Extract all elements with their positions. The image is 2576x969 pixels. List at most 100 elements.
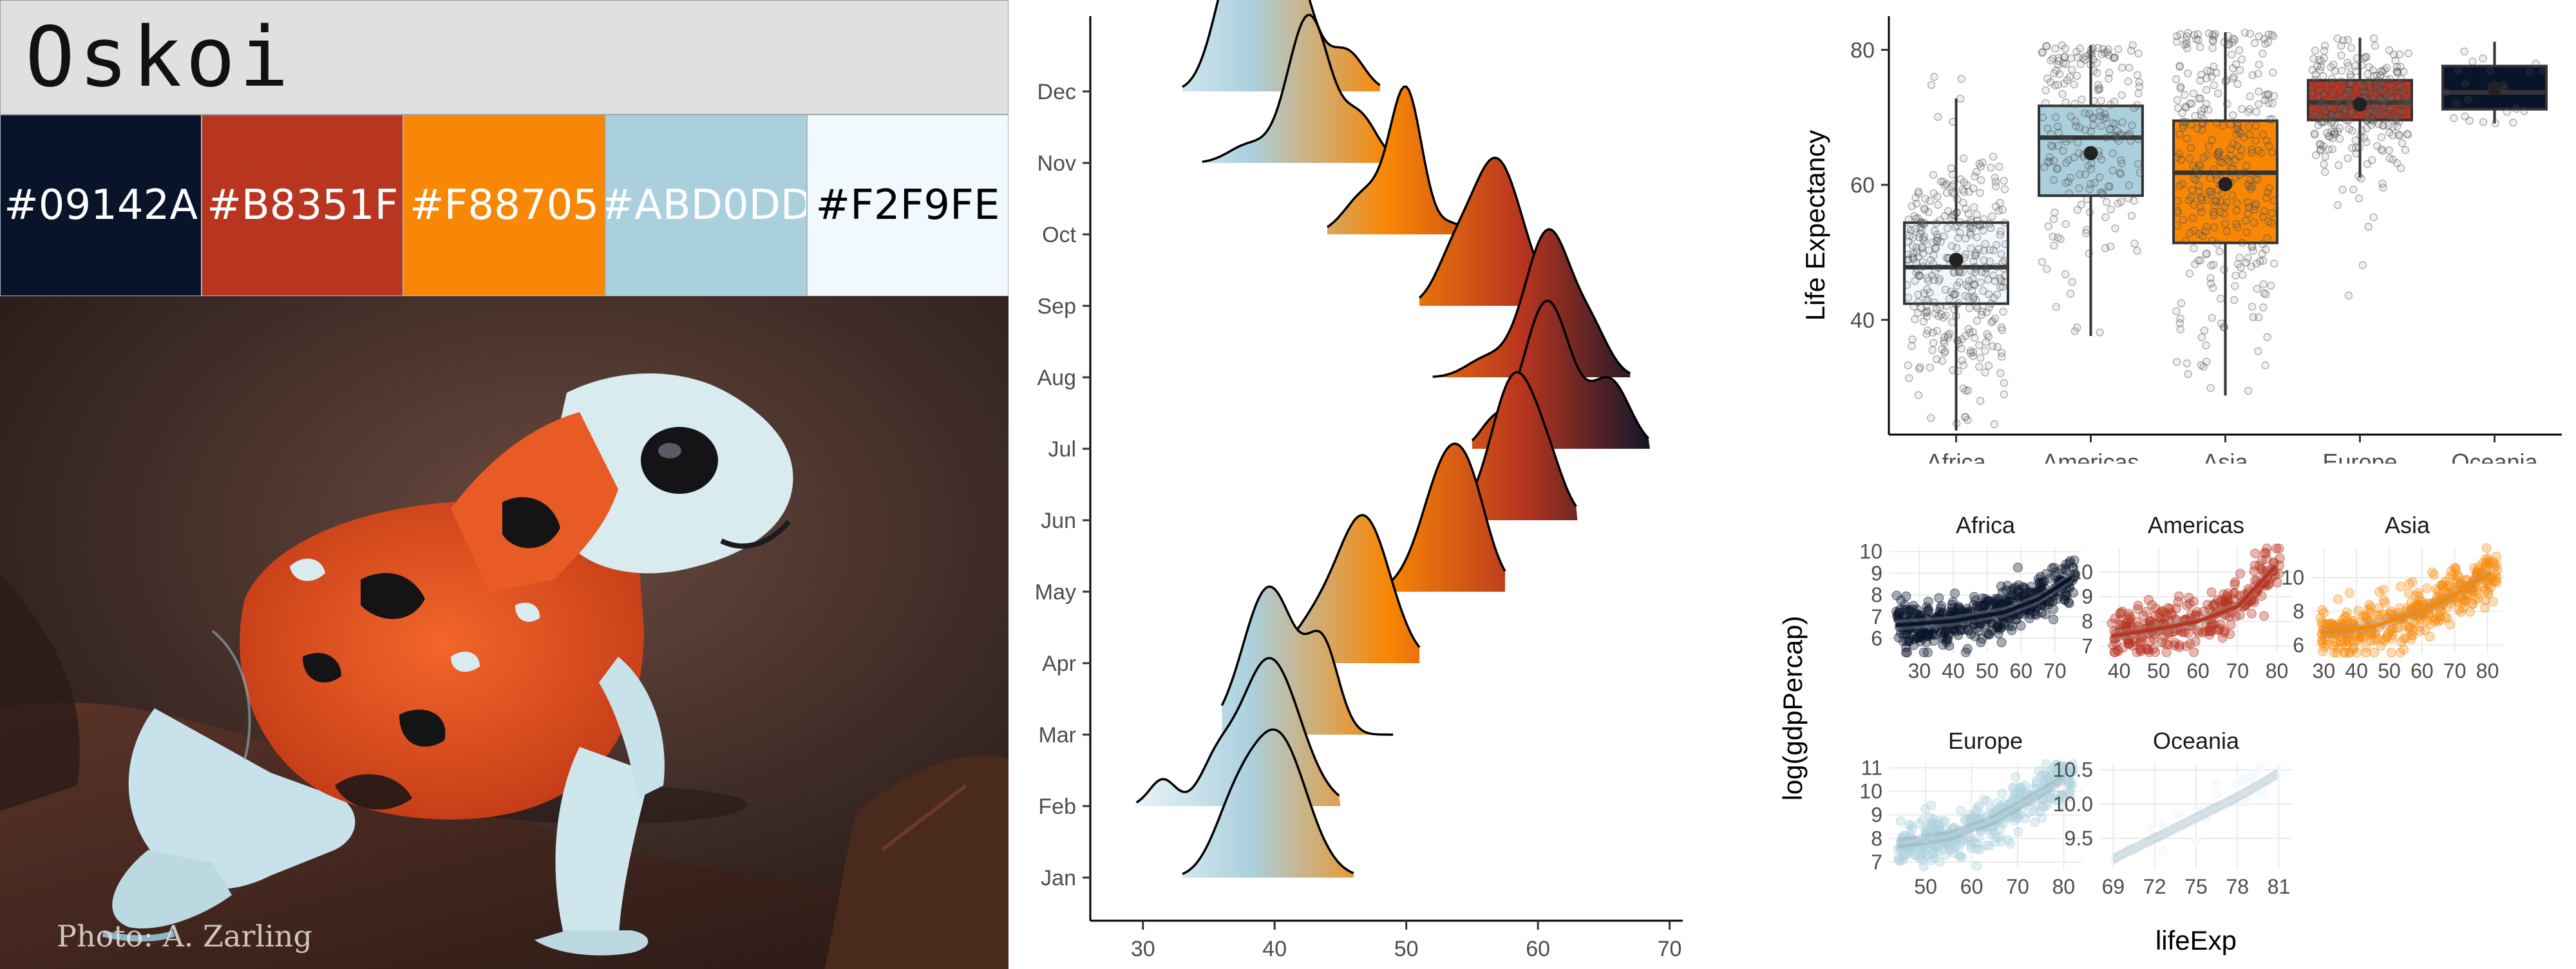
jitter-point — [2255, 61, 2264, 69]
jitter-point — [2360, 82, 2368, 90]
jitter-point — [2213, 240, 2222, 248]
ridge-fill-jun — [1465, 372, 1578, 520]
jitter-point — [1975, 245, 1983, 253]
jitter-point — [2124, 194, 2132, 202]
color-swatches: #09142A #B8351F #F88705 #ABD0DD #F2F9FE — [0, 115, 1009, 296]
scatter-point — [1935, 610, 1945, 620]
scatter-point — [1917, 842, 1926, 852]
scatter-point — [2480, 603, 2490, 613]
box-mean — [2353, 97, 2367, 112]
jitter-point — [2315, 93, 2324, 101]
y-tick-label: 10 — [1859, 780, 1882, 803]
jitter-point — [2079, 54, 2087, 62]
jitter-point — [2380, 97, 2389, 106]
jitter-point — [2320, 41, 2329, 50]
photo-credit: Photo: A. Zarling — [57, 919, 312, 954]
jitter-point — [2377, 145, 2385, 153]
jitter-point — [2230, 72, 2238, 81]
jitter-point — [1998, 283, 2007, 291]
jitter-point — [1978, 268, 1986, 276]
jitter-point — [2525, 67, 2534, 76]
jitter-point — [2184, 370, 2192, 379]
jitter-point — [1940, 348, 1949, 357]
jitter-point — [1918, 219, 1926, 228]
jitter-point — [2058, 41, 2067, 50]
jitter-point — [2130, 240, 2139, 248]
jitter-point — [2081, 170, 2090, 178]
x-tick-label: 60 — [2410, 659, 2434, 682]
jitter-point — [2252, 108, 2260, 116]
jitter-point — [2233, 118, 2242, 127]
jitter-point — [2101, 213, 2110, 221]
jitter-point — [2321, 153, 2330, 161]
jitter-point — [2134, 89, 2143, 98]
scatter-point — [2064, 780, 2074, 791]
jitter-point — [1975, 160, 1984, 168]
scatter-point — [2018, 607, 2029, 617]
scatter-point — [2385, 608, 2395, 619]
jitter-point — [2313, 115, 2322, 123]
jitter-point — [2338, 104, 2346, 112]
jitter-point — [2246, 105, 2254, 113]
jitter-point — [1971, 334, 1979, 343]
jitter-point — [2211, 196, 2220, 205]
scatter-point — [2222, 593, 2232, 603]
jitter-point — [2318, 118, 2326, 127]
jitter-point — [2179, 216, 2188, 224]
jitter-point — [2251, 202, 2259, 210]
scatter-point — [1972, 861, 1982, 871]
jitter-point — [2358, 61, 2366, 70]
jitter-point — [1998, 258, 2007, 267]
jitter-point — [2371, 41, 2380, 50]
jitter-point — [2199, 362, 2208, 371]
jitter-point — [2175, 62, 2184, 70]
jitter-point — [2173, 153, 2181, 162]
scatter-point — [2061, 583, 2072, 594]
jitter-point — [1987, 318, 1996, 326]
jitter-point — [1916, 363, 1924, 372]
ridge-marks — [1135, 0, 1650, 878]
jitter-point — [2335, 124, 2344, 133]
jitter-point — [2087, 48, 2096, 57]
jitter-point — [1972, 251, 1980, 259]
jitter-point — [2174, 104, 2183, 112]
jitter-point — [2240, 133, 2248, 142]
y-tick-label: 40 — [1850, 308, 1875, 333]
jitter-point — [2223, 100, 2231, 108]
jitter-point — [2099, 115, 2108, 123]
jitter-point — [1933, 237, 1941, 245]
jitter-point — [1978, 220, 1987, 229]
jitter-point — [2246, 30, 2255, 38]
facet-x-axis-title: lifeExp — [2155, 925, 2237, 955]
dark-leaf — [0, 573, 80, 811]
frog-spot — [361, 573, 425, 619]
jitter-point — [2065, 73, 2074, 81]
jitter-point — [2389, 131, 2397, 140]
jitter-point — [1920, 232, 1928, 241]
jitter-point — [1959, 361, 1967, 370]
jitter-point — [2060, 53, 2069, 61]
jitter-point — [2206, 174, 2215, 182]
jitter-point — [2237, 129, 2245, 138]
jitter-point — [2264, 38, 2272, 46]
jitter-point — [2125, 63, 2134, 72]
jitter-point — [1954, 299, 1963, 307]
jitter-point — [2096, 173, 2104, 182]
jitter-point — [1907, 226, 1915, 234]
jitter-point — [2173, 221, 2181, 230]
jitter-point — [2319, 104, 2327, 113]
jitter-point — [2194, 35, 2202, 44]
scatter-point — [2190, 636, 2201, 646]
scatter-point — [1891, 607, 1902, 617]
jitter-point — [2210, 223, 2219, 232]
jitter-point — [1931, 244, 1940, 252]
jitter-point — [2395, 131, 2404, 140]
scatter-point — [2344, 588, 2354, 598]
jitter-point — [2394, 131, 2403, 139]
jitter-point — [1943, 224, 1951, 232]
jitter-point — [2118, 63, 2126, 72]
jitter-point — [2174, 96, 2182, 104]
jitter-point — [2047, 56, 2055, 65]
jitter-point — [2387, 95, 2396, 103]
